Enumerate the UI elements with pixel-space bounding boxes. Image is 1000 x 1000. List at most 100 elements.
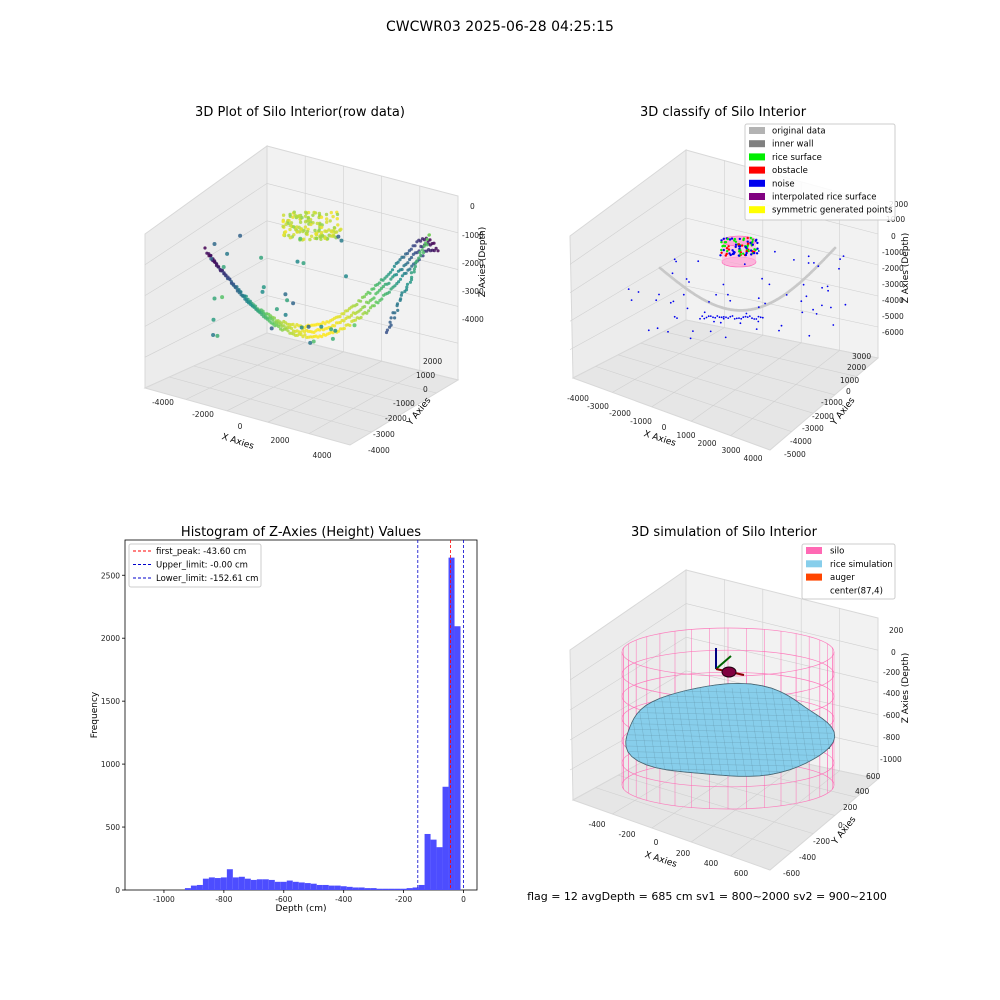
noise-point bbox=[705, 316, 708, 319]
legend-label: interpolated rice surface bbox=[772, 193, 877, 203]
y-tick: 2000 bbox=[423, 357, 442, 366]
legend-frame bbox=[128, 543, 262, 588]
data-point bbox=[359, 299, 363, 303]
classified-point bbox=[728, 252, 731, 255]
noise-point bbox=[785, 294, 788, 296]
histogram-bar bbox=[334, 885, 341, 890]
legend: silo rice simulation auger center(87,4) bbox=[801, 543, 896, 600]
data-point bbox=[410, 264, 414, 268]
histogram-bar bbox=[364, 888, 371, 890]
mesh-line bbox=[707, 687, 723, 777]
data-point bbox=[323, 322, 327, 326]
noise-point bbox=[627, 288, 630, 290]
y-axis-label: Y Axies bbox=[830, 815, 859, 848]
data-point bbox=[422, 244, 426, 248]
classified-point bbox=[731, 249, 734, 252]
gridline bbox=[193, 365, 394, 420]
gridline bbox=[569, 603, 687, 681]
x-tick: -1000 bbox=[630, 417, 652, 426]
gridline bbox=[144, 295, 268, 358]
gridline bbox=[267, 360, 382, 423]
histogram-bar bbox=[268, 879, 275, 890]
z-tick: -2000 bbox=[462, 259, 484, 268]
z-tick: -2000 bbox=[882, 264, 904, 273]
histogram-bar bbox=[394, 888, 401, 890]
data-point bbox=[237, 291, 241, 295]
gridline bbox=[569, 670, 687, 741]
noise-point bbox=[839, 258, 841, 260]
histogram-bar bbox=[406, 888, 413, 890]
data-point bbox=[434, 246, 438, 250]
legend-label: inner wall bbox=[772, 140, 813, 150]
noise-point bbox=[746, 316, 749, 318]
classified-point bbox=[746, 236, 749, 240]
histogram-bar bbox=[346, 886, 353, 890]
data-point bbox=[317, 228, 321, 233]
legend-label: obstacle bbox=[772, 166, 808, 176]
data-point bbox=[405, 251, 410, 256]
data-point bbox=[226, 275, 230, 279]
data-point bbox=[408, 280, 412, 284]
plot-area bbox=[124, 539, 478, 891]
mesh-line bbox=[625, 706, 833, 711]
data-point bbox=[221, 265, 226, 269]
noise-point bbox=[676, 317, 678, 319]
data-point bbox=[313, 228, 317, 233]
classified-point bbox=[744, 245, 747, 249]
classified-point bbox=[746, 242, 750, 245]
footer-stats: flag = 12 avgDepth = 685 cm sv1 = 800~20… bbox=[527, 890, 887, 903]
data-point bbox=[212, 296, 217, 301]
panel-simulation: 3D simulation of Silo Interior -400 -200… bbox=[569, 525, 911, 878]
noise-point bbox=[748, 315, 751, 317]
data-point bbox=[399, 297, 403, 301]
data-point bbox=[288, 227, 292, 232]
noise-point bbox=[673, 315, 676, 318]
data-point bbox=[398, 258, 402, 262]
data-point bbox=[302, 228, 306, 232]
y-tick: 2000 bbox=[101, 634, 120, 643]
classified-point bbox=[734, 245, 737, 249]
noise-point bbox=[774, 250, 776, 253]
data-point bbox=[325, 217, 329, 221]
data-point bbox=[308, 340, 313, 345]
classified-point bbox=[737, 243, 740, 246]
y-tick: 600 bbox=[866, 772, 881, 781]
noise-point bbox=[655, 299, 658, 302]
y-tick: -400 bbox=[799, 853, 816, 862]
data-point bbox=[389, 316, 393, 320]
gridline bbox=[266, 183, 459, 234]
gridline bbox=[144, 257, 268, 327]
histogram-bar bbox=[400, 888, 407, 890]
panel-raw-data: 3D Plot of Silo Interior(row data) -4000… bbox=[143, 105, 488, 460]
data-point bbox=[306, 216, 310, 220]
legend-label: Upper_limit: -0.00 cm bbox=[156, 561, 248, 571]
data-point bbox=[292, 225, 296, 229]
data-point bbox=[238, 233, 243, 238]
data-point bbox=[300, 216, 304, 220]
classified-point bbox=[738, 237, 741, 241]
x-tick: 2000 bbox=[270, 436, 289, 445]
data-point bbox=[298, 236, 303, 241]
data-point bbox=[327, 228, 331, 232]
data-point bbox=[309, 222, 313, 227]
data-point bbox=[367, 309, 371, 313]
mesh-line bbox=[625, 717, 833, 723]
data-point bbox=[292, 210, 296, 214]
z-tick: -3000 bbox=[882, 280, 904, 289]
classified-point bbox=[737, 254, 741, 257]
axes3d-box bbox=[143, 145, 460, 446]
noise-point bbox=[731, 315, 734, 317]
legend-label: auger bbox=[830, 573, 855, 583]
data-point bbox=[259, 255, 264, 260]
mesh-line bbox=[675, 687, 691, 777]
noise-point bbox=[701, 315, 704, 317]
data-point bbox=[299, 333, 303, 337]
data-point bbox=[427, 233, 431, 237]
x-tick: 400 bbox=[704, 859, 719, 868]
histogram-bar bbox=[322, 884, 329, 890]
x-tick: 0 bbox=[238, 422, 243, 431]
data-point bbox=[368, 291, 372, 295]
z-tick: -1000 bbox=[462, 231, 484, 240]
gridline bbox=[595, 787, 792, 853]
data-point bbox=[297, 225, 301, 229]
